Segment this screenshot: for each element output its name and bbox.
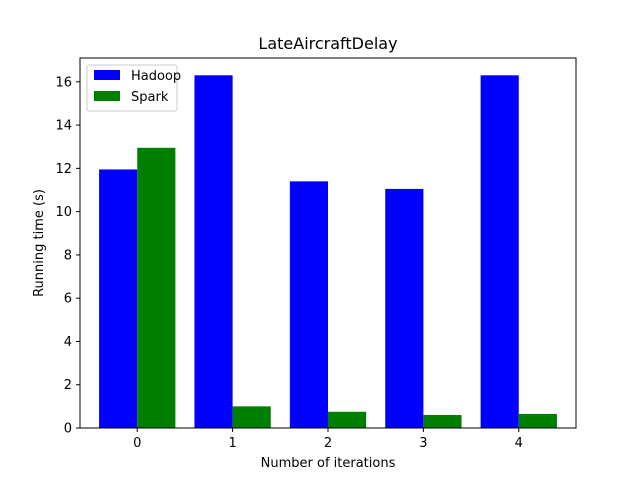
y-tick-label: 14 xyxy=(55,119,72,134)
plot-frame xyxy=(79,57,577,429)
x-axis: 0 1 2 3 4 xyxy=(133,428,523,451)
bar-hadoop-2 xyxy=(289,181,328,428)
chart-title: LateAircraftDelay xyxy=(258,34,397,53)
legend-swatch-hadoop xyxy=(94,70,120,80)
bar-hadoop-4 xyxy=(480,75,519,429)
y-tick-label: 2 xyxy=(64,378,72,393)
legend: Hadoop Spark xyxy=(86,64,181,112)
bar-spark-0 xyxy=(137,147,176,428)
bar-hadoop-1 xyxy=(194,75,233,429)
y-axis-label: Running time (s) xyxy=(32,189,47,297)
bar-spark-1 xyxy=(232,406,271,428)
bar-spark-4 xyxy=(518,413,557,428)
y-tick-label: 16 xyxy=(55,75,72,90)
x-tick-label: 0 xyxy=(133,436,141,451)
x-axis-label: Number of iterations xyxy=(261,456,396,471)
bars-group xyxy=(99,75,557,429)
y-tick-label: 10 xyxy=(55,205,72,220)
y-tick-label: 8 xyxy=(64,248,72,263)
x-tick-label: 2 xyxy=(324,436,332,451)
y-axis: 0 2 4 6 8 10 12 14 16 xyxy=(55,75,80,437)
y-tick-label: 12 xyxy=(55,162,72,177)
y-tick-label: 0 xyxy=(64,422,72,437)
legend-label-hadoop: Hadoop xyxy=(131,69,181,84)
legend-swatch-spark xyxy=(94,91,120,101)
x-tick-label: 1 xyxy=(228,436,236,451)
y-tick-label: 6 xyxy=(64,292,72,307)
legend-label-spark: Spark xyxy=(131,90,169,105)
bar-hadoop-3 xyxy=(385,188,424,428)
x-tick-label: 4 xyxy=(515,436,523,451)
bar-spark-2 xyxy=(328,411,367,428)
bar-hadoop-0 xyxy=(99,169,138,429)
x-tick-label: 3 xyxy=(419,436,427,451)
y-tick-label: 4 xyxy=(64,335,72,350)
bar-spark-3 xyxy=(423,415,462,428)
